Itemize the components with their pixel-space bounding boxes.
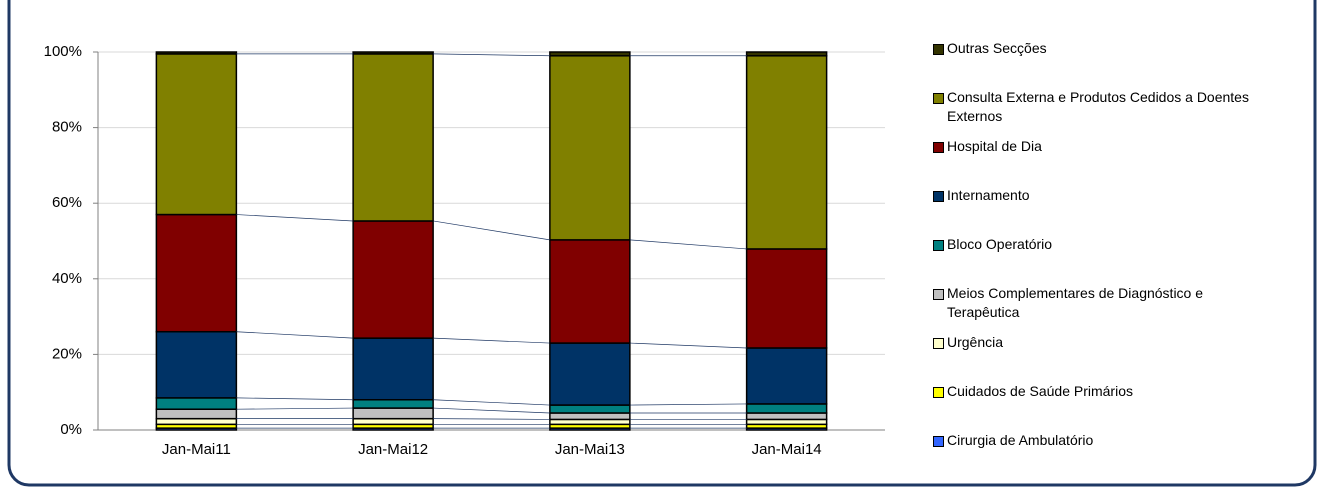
series-line: [433, 220, 550, 241]
series-line: [629, 403, 747, 406]
bar-segment: [745, 248, 828, 349]
y-tick-label: 100%: [44, 43, 82, 60]
series-line: [236, 331, 354, 339]
bar-segment: [745, 55, 828, 250]
legend-label: Urgência: [947, 334, 1004, 350]
legend-swatch: [933, 289, 944, 300]
bar-segment: [155, 51, 238, 55]
bar-segment: [352, 407, 434, 420]
bar-segment: [549, 404, 631, 414]
legend-entry: Hospital de Dia: [933, 137, 1278, 156]
legend-label: Cirurgia de Ambulatório: [947, 432, 1094, 448]
legend-swatch: [933, 240, 944, 251]
y-tick-label: 20%: [52, 345, 82, 362]
bar-segment: [155, 53, 238, 216]
series-line: [433, 53, 550, 57]
legend-label: Cuidados de Saúde Primários: [947, 383, 1133, 399]
bar-segment: [155, 408, 238, 420]
legend-label: Hospital de Dia: [947, 138, 1042, 154]
bar-segment: [155, 330, 238, 399]
series-line: [433, 399, 550, 406]
legend-entry: Consulta Externa e Produtos Cedidos a Do…: [933, 88, 1278, 126]
series-line: [236, 397, 354, 401]
legend-swatch: [933, 387, 944, 398]
bar-segment: [352, 51, 434, 55]
series-line: [433, 337, 550, 344]
y-tick-label: 40%: [52, 270, 82, 287]
legend-label: Internamento: [947, 187, 1030, 203]
legend-label: Meios Complementares de Diagnóstico e Te…: [947, 285, 1204, 320]
bar-segment: [549, 51, 631, 57]
series-line: [433, 407, 550, 414]
series-line: [629, 239, 747, 250]
legend-swatch: [933, 338, 944, 349]
bar-segment: [352, 417, 434, 426]
legend-swatch: [933, 44, 944, 55]
series-line: [629, 342, 747, 349]
x-tick-label: Jan-Mai12: [358, 441, 428, 458]
bar-segment: [352, 399, 434, 409]
legend-swatch: [933, 93, 944, 104]
bar-segment: [549, 342, 631, 406]
legend-entry: Urgência: [933, 333, 1278, 352]
legend-entry: Cirurgia de Ambulatório: [933, 431, 1278, 450]
y-tick-label: 60%: [52, 194, 82, 211]
legend-entry: Cuidados de Saúde Primários: [933, 382, 1278, 401]
legend-label: Outras Secções: [947, 40, 1047, 56]
bar-segment: [155, 213, 238, 333]
bar-segment: [155, 417, 238, 426]
bar-segment: [745, 51, 828, 57]
bar-segment: [549, 239, 631, 344]
bar-segment: [352, 220, 434, 339]
legend-label: Bloco Operatório: [947, 236, 1053, 252]
legend-swatch: [933, 191, 944, 202]
y-tick-label: 80%: [52, 119, 82, 136]
bar-segment: [352, 53, 434, 222]
series-line: [236, 407, 354, 410]
x-tick-label: Jan-Mai14: [752, 441, 822, 458]
bar-segment: [155, 397, 238, 410]
bar-segment: [745, 403, 828, 414]
y-tick-label: 0%: [60, 421, 82, 438]
legend-swatch: [933, 142, 944, 153]
legend-entry: Internamento: [933, 186, 1278, 205]
bar-segment: [549, 55, 631, 241]
legend-entry: Outras Secções: [933, 39, 1278, 58]
bar-segment: [745, 347, 828, 405]
x-tick-label: Jan-Mai11: [162, 441, 231, 458]
legend-swatch: [933, 436, 944, 447]
legend-entry: Bloco Operatório: [933, 235, 1278, 254]
bar-segment: [549, 412, 631, 421]
bar-segment: [352, 337, 434, 401]
bar-segment: [745, 412, 828, 421]
legend-label: Consulta Externa e Produtos Cedidos a Do…: [947, 89, 1249, 124]
series-line: [236, 214, 354, 222]
series-line: [433, 418, 550, 420]
x-tick-label: Jan-Mai13: [555, 441, 625, 458]
legend-entry: Meios Complementares de Diagnóstico e Te…: [933, 284, 1278, 322]
